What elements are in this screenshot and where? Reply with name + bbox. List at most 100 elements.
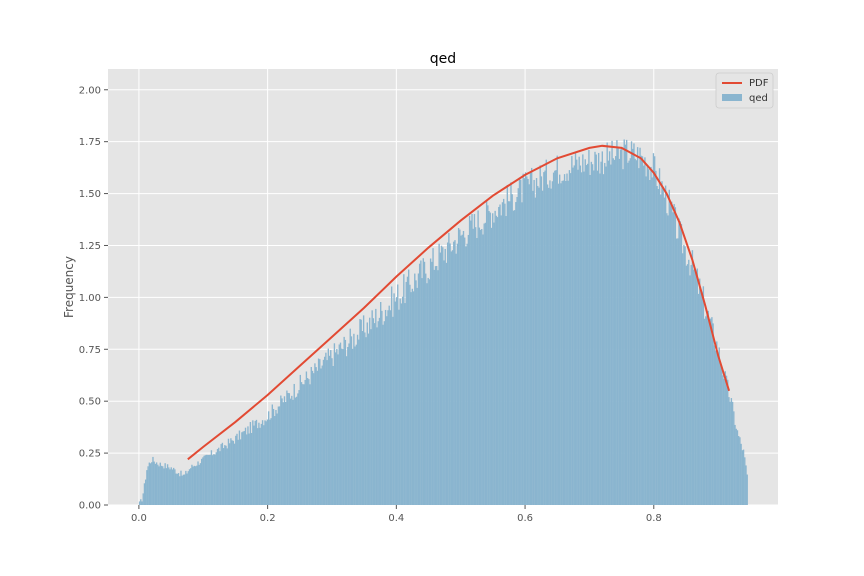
histogram-bar — [700, 289, 702, 505]
histogram-bar — [661, 181, 663, 505]
histogram-bar — [427, 277, 429, 505]
histogram-bar — [411, 288, 414, 505]
histogram-bar — [323, 356, 326, 505]
histogram-bar — [191, 464, 193, 505]
histogram-bar — [524, 172, 527, 505]
histogram-bar — [247, 426, 249, 505]
histogram-bar — [518, 177, 521, 505]
histogram-bar — [537, 185, 539, 505]
histogram-bar — [540, 176, 543, 505]
histogram-bar — [211, 455, 214, 505]
histogram-bar — [197, 461, 199, 505]
histogram-bar — [551, 181, 554, 505]
histogram-bar — [436, 266, 438, 505]
histogram-bar — [199, 463, 202, 505]
histogram-bar — [640, 155, 642, 505]
histogram-bar — [606, 142, 608, 505]
histogram-bar — [326, 360, 328, 505]
histogram-bar — [653, 156, 656, 505]
histogram-bar — [289, 398, 292, 505]
histogram-bar — [214, 454, 216, 505]
histogram-bar — [509, 201, 511, 505]
histogram-bar — [711, 317, 713, 505]
histogram-bar — [332, 365, 334, 505]
histogram-bar — [319, 359, 321, 505]
histogram-bar — [353, 333, 355, 505]
histogram-bar — [257, 428, 259, 505]
y-tick-label: 0.75 — [79, 345, 101, 356]
histogram-bar — [593, 170, 595, 505]
histogram-bar — [490, 227, 493, 505]
histogram-bar — [428, 279, 431, 505]
histogram-bar — [707, 310, 709, 505]
histogram-bar — [295, 396, 298, 505]
histogram-bar — [270, 418, 272, 505]
histogram-bar — [171, 469, 174, 505]
histogram-bar — [233, 443, 236, 505]
histogram-bar — [423, 261, 426, 505]
histogram-bar — [633, 143, 635, 505]
histogram-bar — [321, 365, 323, 505]
histogram-bar — [359, 319, 361, 505]
histogram-bar — [506, 185, 509, 506]
y-axis-label: Frequency — [62, 256, 76, 318]
histogram-bar — [457, 228, 460, 505]
histogram-bar — [521, 202, 523, 505]
y-tick-label: 0.25 — [79, 449, 101, 460]
histogram-bar — [225, 445, 227, 505]
histogram-bar — [389, 310, 392, 505]
histogram-bar — [297, 393, 299, 505]
histogram-bar — [446, 242, 449, 505]
histogram-bar — [677, 238, 679, 505]
histogram-bar — [285, 401, 287, 505]
histogram-bar — [569, 173, 572, 505]
histogram-bar — [618, 158, 621, 506]
histogram-bar — [166, 464, 169, 505]
histogram-bar — [615, 156, 617, 505]
histogram-bar — [349, 328, 351, 505]
histogram-bar — [239, 439, 242, 505]
histogram-bar — [265, 421, 267, 505]
histogram-bar — [393, 293, 395, 505]
histogram-bar — [453, 241, 455, 505]
histogram-bar — [405, 281, 407, 505]
histogram-bar — [351, 348, 354, 505]
histogram-bar — [294, 397, 297, 505]
legend-label-pdf: PDF — [749, 78, 769, 89]
histogram-bar — [585, 165, 588, 505]
histogram-bar — [174, 469, 176, 505]
histogram-bar — [695, 273, 697, 505]
histogram-bar — [328, 355, 331, 505]
histogram-bar — [510, 182, 512, 505]
histogram-bar — [723, 378, 725, 505]
histogram-bar — [708, 320, 711, 505]
histogram-bar — [170, 467, 172, 505]
histogram-bar — [261, 420, 264, 505]
histogram-bar — [163, 468, 165, 505]
histogram-bar — [680, 223, 683, 506]
histogram-bar — [591, 164, 594, 505]
histogram-bar — [348, 343, 350, 505]
histogram-bar — [595, 154, 597, 506]
histogram-bar — [426, 283, 428, 505]
histogram-bar — [744, 457, 746, 505]
histogram-bar — [459, 229, 461, 505]
histogram-bar — [467, 234, 470, 506]
histogram-bar — [272, 408, 275, 505]
histogram-bar — [538, 187, 540, 505]
histogram-bar — [226, 448, 228, 505]
histogram-bar — [701, 292, 703, 505]
histogram-bar — [498, 206, 500, 505]
histogram-bar — [203, 455, 205, 505]
histogram-bar — [395, 297, 398, 505]
histogram-bar — [355, 344, 358, 505]
histogram-bar — [406, 276, 409, 505]
chart-title: qed — [430, 51, 456, 67]
histogram-bar — [624, 144, 627, 505]
histogram-bar — [643, 165, 645, 506]
histogram-bar — [507, 201, 510, 505]
histogram-bar — [420, 260, 422, 505]
histogram-bar — [248, 433, 250, 505]
histogram-bar — [347, 347, 349, 505]
histogram-bar — [444, 248, 446, 505]
